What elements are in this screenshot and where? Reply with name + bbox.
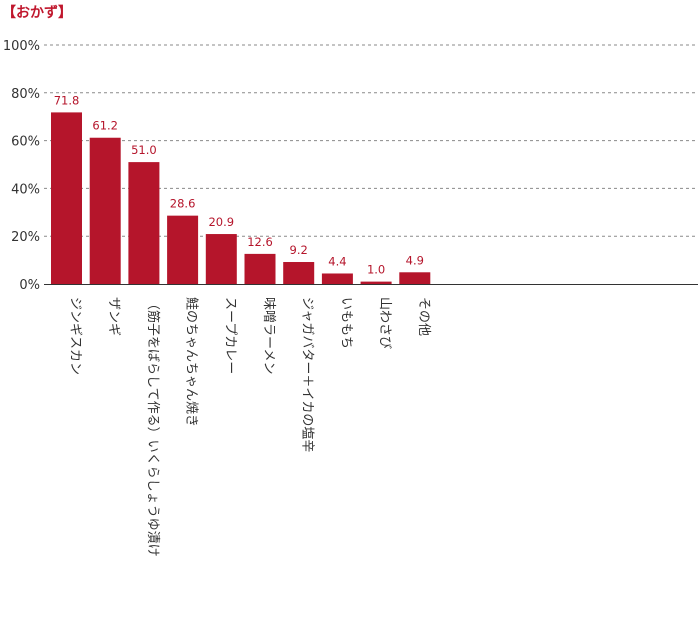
data-label: 71.8	[54, 93, 80, 107]
bar	[321, 273, 353, 284]
data-label: 12.6	[247, 235, 273, 249]
bar	[399, 272, 431, 284]
category-labels: ジンギスカン ザンギ （筋子をばらして作る）いくらしょうゆ漬け 鮭のちゃんちゃん焼き ス…	[68, 297, 431, 557]
data-label: 51.0	[131, 143, 157, 157]
y-tick-label: 20%	[11, 230, 40, 245]
bar	[128, 162, 160, 284]
y-tick-label: 80%	[11, 87, 40, 102]
bars	[51, 112, 431, 284]
bar	[51, 112, 82, 284]
category-label: 味噌ラーメン	[261, 297, 276, 374]
y-tick-label: 100%	[3, 39, 40, 54]
category-label: ジャガバター＋イカの塩辛	[300, 297, 315, 452]
category-label: いももち	[338, 297, 353, 349]
data-label: 4.9	[406, 253, 424, 267]
y-tick-label: 40%	[11, 182, 40, 197]
data-label: 28.6	[170, 197, 196, 211]
bar	[167, 215, 199, 284]
data-label: 61.2	[92, 119, 118, 133]
y-tick-label: 60%	[11, 135, 40, 150]
bar	[283, 262, 315, 284]
data-label: 9.2	[290, 243, 308, 257]
category-label: 山わさび	[377, 297, 392, 349]
y-tick-label: 0%	[19, 278, 40, 293]
data-label: 1.0	[367, 263, 385, 277]
category-label: スープカレー	[222, 297, 237, 374]
bar	[360, 281, 392, 284]
bar	[89, 137, 121, 284]
bar	[205, 234, 237, 284]
category-label: その他	[416, 297, 431, 336]
data-label: 20.9	[208, 215, 234, 229]
data-labels: 71.8 61.2 51.0 28.6 20.9 12.6 9.2 4.4 1.0 4.9	[54, 93, 424, 276]
bar	[244, 253, 276, 284]
category-label: ジンギスカン	[68, 297, 83, 375]
category-label: ザンギ	[106, 297, 121, 336]
data-label: 4.4	[328, 254, 346, 268]
y-axis-ticks: 0% 20% 40% 60% 80% 100%	[3, 39, 40, 293]
chart-title: 【おかず】	[2, 5, 72, 21]
category-label: （筋子をばらして作る）いくらしょうゆ漬け	[145, 297, 161, 557]
category-label: 鮭のちゃんちゃん焼き	[184, 297, 199, 427]
